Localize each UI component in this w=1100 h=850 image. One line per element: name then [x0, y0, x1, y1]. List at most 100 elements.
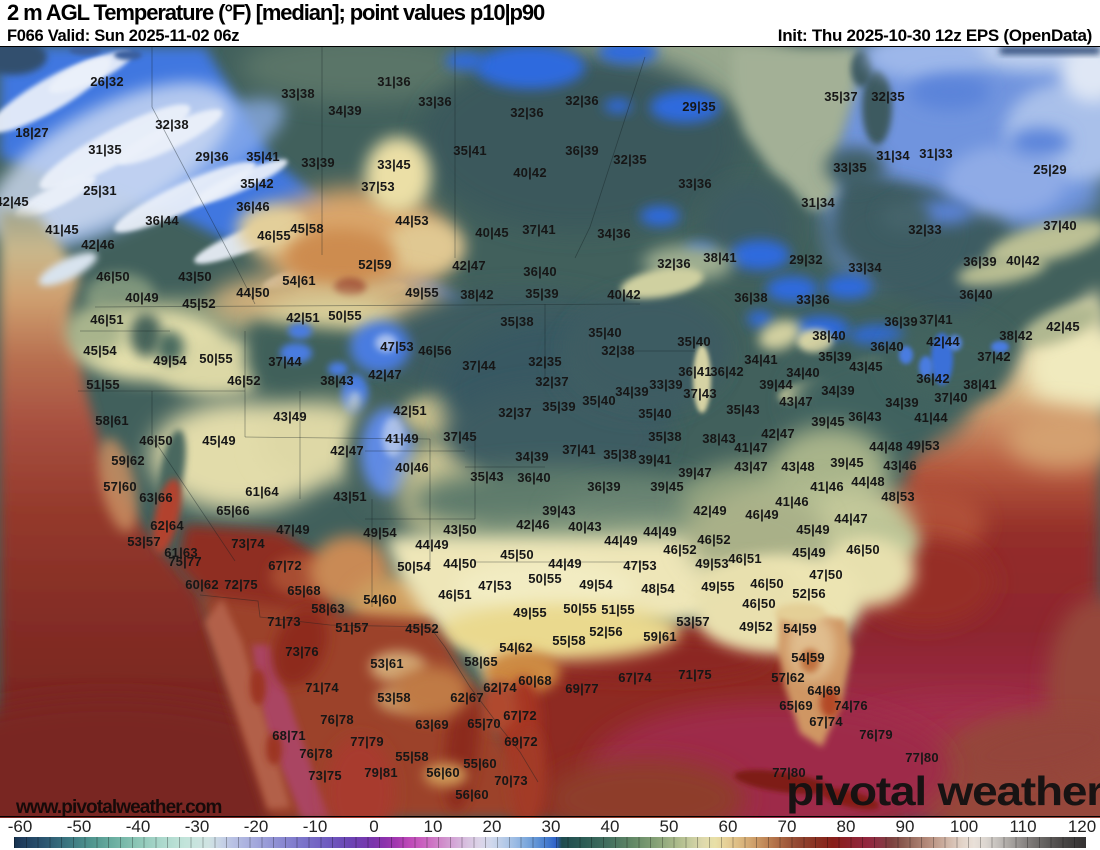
svg-text:45|49: 45|49: [792, 545, 826, 560]
svg-text:39|45: 39|45: [650, 479, 684, 494]
svg-text:40|45: 40|45: [475, 225, 509, 240]
svg-text:33|34: 33|34: [848, 260, 882, 275]
svg-text:37|44: 37|44: [268, 354, 302, 369]
svg-text:46|50: 46|50: [750, 576, 784, 591]
svg-text:41|47: 41|47: [734, 440, 768, 455]
svg-text:38|42: 38|42: [999, 328, 1033, 343]
svg-text:33|38: 33|38: [281, 86, 315, 101]
svg-text:59|62: 59|62: [111, 453, 145, 468]
svg-text:55|58: 55|58: [395, 749, 429, 764]
svg-text:31|34: 31|34: [801, 195, 835, 210]
svg-text:60|68: 60|68: [518, 673, 552, 688]
svg-text:34|39: 34|39: [885, 395, 919, 410]
svg-text:38|41: 38|41: [703, 250, 737, 265]
svg-text:71|75: 71|75: [678, 667, 712, 682]
svg-text:50|55: 50|55: [528, 571, 562, 586]
svg-text:63|69: 63|69: [415, 717, 449, 732]
svg-text:42|47: 42|47: [761, 426, 795, 441]
svg-text:29|35: 29|35: [682, 99, 716, 114]
svg-text:45|58: 45|58: [290, 221, 324, 236]
svg-text:37|44: 37|44: [462, 358, 496, 373]
svg-text:31|33: 31|33: [919, 146, 953, 161]
svg-text:67|72: 67|72: [503, 708, 537, 723]
svg-text:33|45: 33|45: [377, 157, 411, 172]
svg-text:58|61: 58|61: [95, 413, 129, 428]
svg-text:62|74: 62|74: [483, 680, 517, 695]
svg-text:50|55: 50|55: [328, 308, 362, 323]
svg-text:46|52: 46|52: [697, 532, 731, 547]
svg-text:47|49: 47|49: [276, 522, 310, 537]
svg-text:49|55: 49|55: [701, 579, 735, 594]
svg-text:40|46: 40|46: [395, 460, 429, 475]
svg-text:54|59: 54|59: [791, 650, 825, 665]
svg-text:45|52: 45|52: [182, 296, 216, 311]
svg-text:43|46: 43|46: [883, 458, 917, 473]
svg-text:47|53: 47|53: [380, 339, 414, 354]
svg-text:71|74: 71|74: [305, 680, 339, 695]
svg-text:44|47: 44|47: [834, 511, 868, 526]
svg-text:55|60: 55|60: [463, 756, 497, 771]
svg-text:61|64: 61|64: [245, 484, 279, 499]
svg-text:58|63: 58|63: [311, 601, 345, 616]
svg-text:29|36: 29|36: [195, 149, 229, 164]
svg-text:74|76: 74|76: [834, 698, 868, 713]
svg-text:35|39: 35|39: [542, 399, 576, 414]
svg-text:32|36: 32|36: [657, 256, 691, 271]
svg-text:56|60: 56|60: [426, 765, 460, 780]
svg-text:32|35: 32|35: [613, 152, 647, 167]
svg-text:32|38: 32|38: [601, 343, 635, 358]
svg-text:49|53: 49|53: [906, 438, 940, 453]
svg-text:37|41: 37|41: [919, 312, 953, 327]
svg-text:65|69: 65|69: [779, 698, 813, 713]
svg-text:36|38: 36|38: [734, 290, 768, 305]
svg-text:60|62: 60|62: [185, 577, 219, 592]
svg-text:38|42: 38|42: [460, 287, 494, 302]
svg-text:65|70: 65|70: [467, 716, 501, 731]
svg-text:51|55: 51|55: [86, 377, 120, 392]
svg-text:69|77: 69|77: [565, 681, 599, 696]
svg-text:45|49: 45|49: [796, 522, 830, 537]
svg-text:39|41: 39|41: [638, 452, 672, 467]
svg-text:42|51: 42|51: [393, 403, 427, 418]
svg-text:37|40: 37|40: [1043, 218, 1077, 233]
svg-text:51|55: 51|55: [601, 602, 635, 617]
svg-text:44|49: 44|49: [643, 524, 677, 539]
svg-text:35|43: 35|43: [470, 469, 504, 484]
svg-text:57|60: 57|60: [103, 479, 137, 494]
svg-text:37|43: 37|43: [683, 386, 717, 401]
svg-text:53|58: 53|58: [377, 690, 411, 705]
svg-text:35|40: 35|40: [582, 393, 616, 408]
svg-text:43|50: 43|50: [178, 269, 212, 284]
svg-text:52|56: 52|56: [792, 586, 826, 601]
svg-text:45|49: 45|49: [202, 433, 236, 448]
svg-text:39|44: 39|44: [759, 377, 793, 392]
svg-text:35|40: 35|40: [638, 406, 672, 421]
svg-text:53|57: 53|57: [676, 614, 710, 629]
svg-text:41|44: 41|44: [914, 410, 948, 425]
svg-text:32|36: 32|36: [565, 93, 599, 108]
svg-text:35|40: 35|40: [588, 325, 622, 340]
svg-text:36|46: 36|46: [236, 199, 270, 214]
svg-text:49|54: 49|54: [153, 353, 187, 368]
svg-text:44|49: 44|49: [548, 556, 582, 571]
svg-text:71|73: 71|73: [267, 614, 301, 629]
svg-text:31|34: 31|34: [876, 148, 910, 163]
svg-text:70|73: 70|73: [494, 773, 528, 788]
svg-text:77|79: 77|79: [350, 734, 384, 749]
svg-text:65|66: 65|66: [216, 503, 250, 518]
svg-text:61|63: 61|63: [164, 545, 198, 560]
svg-text:33|36: 33|36: [796, 292, 830, 307]
svg-text:38|43: 38|43: [702, 431, 736, 446]
svg-text:36|44: 36|44: [145, 213, 179, 228]
svg-text:34|39: 34|39: [515, 449, 549, 464]
svg-text:36|40: 36|40: [870, 339, 904, 354]
svg-text:41|46: 41|46: [775, 494, 809, 509]
svg-text:31|35: 31|35: [88, 142, 122, 157]
svg-text:34|39: 34|39: [821, 383, 855, 398]
svg-text:31|36: 31|36: [377, 74, 411, 89]
svg-text:32|35: 32|35: [871, 89, 905, 104]
svg-text:46|52: 46|52: [663, 542, 697, 557]
svg-text:42|47: 42|47: [330, 443, 364, 458]
svg-text:56|60: 56|60: [455, 787, 489, 802]
svg-text:43|47: 43|47: [734, 459, 768, 474]
